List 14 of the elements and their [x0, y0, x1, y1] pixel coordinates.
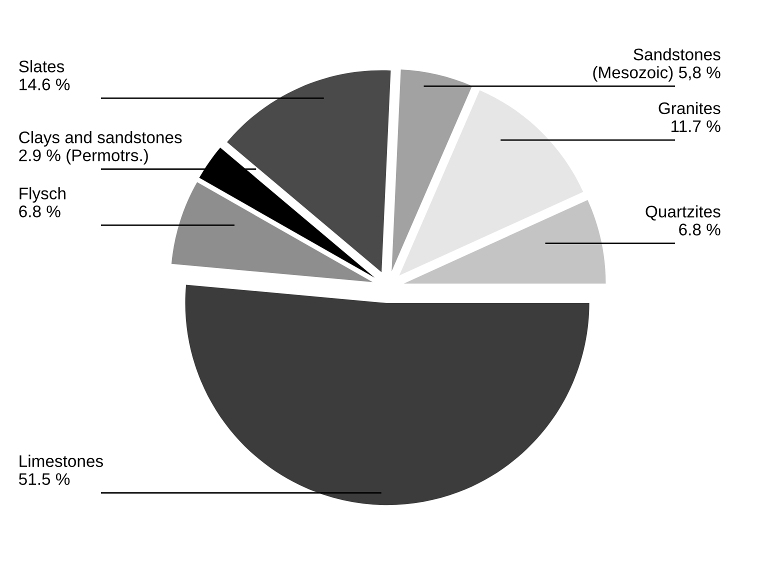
- slice-label: Granites: [658, 102, 720, 114]
- data-label: 2.9 % (Permotrs.): [19, 149, 148, 165]
- data-label: (Mesozoic) 5,8 %: [593, 66, 720, 82]
- slice-label: Slates: [19, 60, 64, 72]
- slice-label: Clays and sandstones: [19, 131, 182, 147]
- data-label: 14.6 %: [20, 78, 70, 90]
- slice-label: Quartzites: [646, 205, 720, 220]
- data-label: 6.8 %: [679, 224, 720, 236]
- slice-label: Flysch: [20, 187, 66, 203]
- slice-label: Limestones: [20, 454, 103, 468]
- data-label: 11.7 %: [672, 120, 720, 132]
- data-label: 51.5 %: [19, 473, 70, 485]
- data-label: 6.8 %: [19, 206, 60, 218]
- slice-label: Sandstones: [634, 48, 720, 60]
